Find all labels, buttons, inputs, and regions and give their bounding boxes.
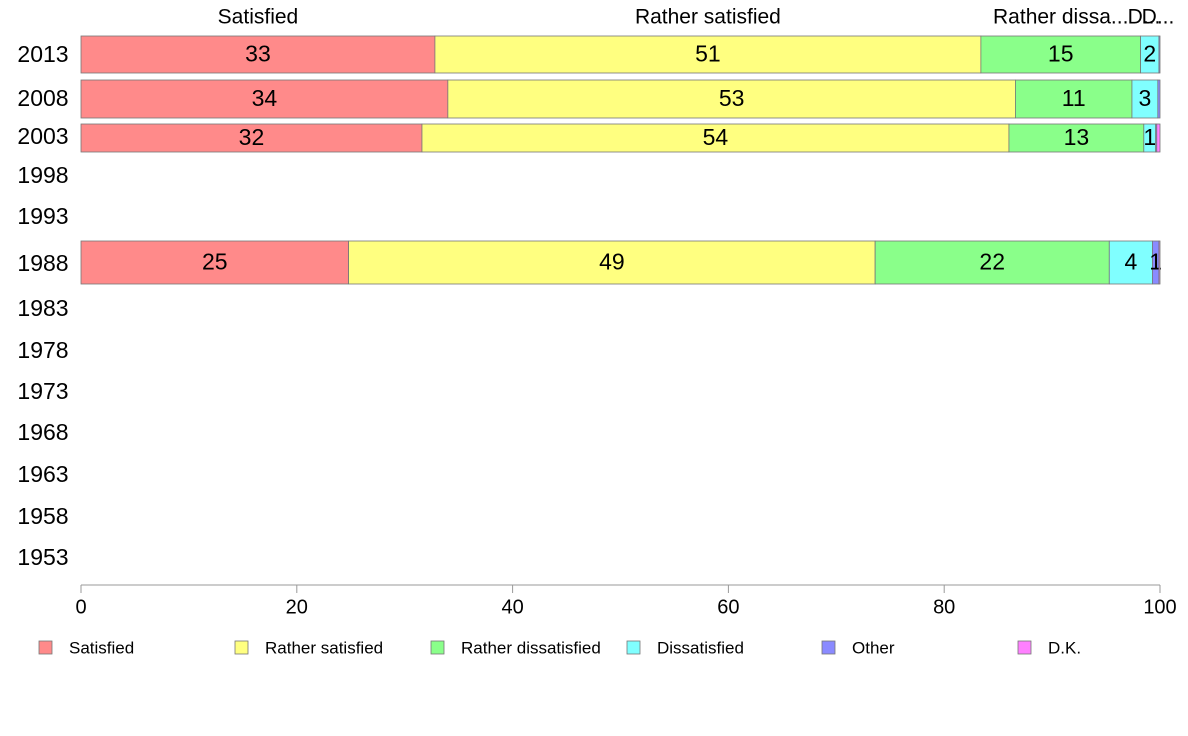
legend-label: Satisfied (69, 638, 134, 657)
bar-segment (1158, 35, 1161, 74)
year-labels: 2013 2008 2003 1998 1993 1988 1983 1978 1973 1968… (17, 41, 68, 570)
year-label: 1953 (17, 544, 68, 570)
data-label: 49 (599, 249, 625, 275)
data-label: 11 (1062, 85, 1086, 111)
year-label: 1993 (17, 203, 68, 229)
legend-label: Rather dissatisfied (461, 638, 601, 657)
top-label: Satisfied (218, 6, 299, 29)
data-label: 15 (1048, 41, 1074, 67)
legend-label: Dissatisfied (657, 638, 744, 657)
year-label: 1963 (17, 461, 68, 487)
data-label: 2 (1143, 41, 1156, 67)
year-label: 1998 (17, 162, 68, 188)
year-label: 1968 (17, 419, 68, 445)
data-label: 13 (1064, 124, 1090, 150)
bars: 33 51 15 2 34 53 11 3 32 54 13 1 25 49 22 4 1 (80, 35, 1162, 285)
legend-label: Other (852, 638, 895, 657)
legend-label: D.K. (1048, 638, 1081, 657)
legend-swatch (821, 640, 836, 655)
data-label: 32 (239, 124, 265, 150)
legend-item: Rather dissatisfied (430, 638, 601, 657)
data-label: 1 (1143, 124, 1156, 150)
x-tick-label: 60 (717, 596, 739, 618)
legend-swatch (626, 640, 641, 655)
year-label: 1988 (17, 250, 68, 276)
data-label: 33 (245, 41, 271, 67)
bar-segment (348, 240, 876, 285)
x-tick-label: 0 (75, 596, 86, 618)
bar-segment (80, 240, 349, 285)
bar-segment (1015, 79, 1133, 119)
data-label: 3 (1138, 85, 1151, 111)
bar-segment (874, 240, 1110, 285)
legend-item: Rather satisfied (234, 638, 383, 657)
legend-item: Satisfied (38, 638, 134, 657)
bar-segment (421, 123, 1010, 153)
bar-row-1988: 25 49 22 4 1 (80, 240, 1162, 285)
x-tick-label: 40 (501, 596, 523, 618)
x-axis: 0 20 40 60 80 100 (75, 584, 1177, 618)
year-label: 1958 (17, 503, 68, 529)
data-label: 54 (703, 124, 729, 150)
bar-row-2003: 32 54 13 1 (80, 123, 1161, 153)
top-label: Rather dissa... (993, 6, 1128, 29)
bar-row-2013: 33 51 15 2 (80, 35, 1161, 74)
bar-segment (1157, 79, 1161, 119)
bar-row-2008: 34 53 11 3 (80, 79, 1161, 119)
bar-segment (434, 35, 982, 74)
year-label: 2003 (17, 123, 68, 149)
year-label: 1973 (17, 378, 68, 404)
legend-swatch (38, 640, 53, 655)
legend: Satisfied Rather satisfied Rather dissatis… (38, 638, 1081, 657)
x-tick-label: 80 (933, 596, 955, 618)
bar-segment (1156, 123, 1161, 153)
legend-swatch (234, 640, 249, 655)
top-labels: Satisfied Rather satisfied Rather dissa...… (218, 6, 1175, 29)
legend-swatch (1017, 640, 1032, 655)
legend-label: Rather satisfied (265, 638, 383, 657)
legend-item: Dissatisfied (626, 638, 744, 657)
data-label: 22 (979, 249, 1005, 275)
year-label: 1983 (17, 295, 68, 321)
top-label: D... (1128, 6, 1161, 29)
data-label: 51 (695, 41, 721, 67)
bar-segment (1131, 79, 1159, 119)
year-label: 2008 (17, 85, 68, 111)
x-tick-label: 100 (1143, 596, 1176, 618)
top-label: Rather satisfied (635, 6, 781, 29)
bar-segment (80, 79, 449, 119)
bar-segment (1158, 240, 1161, 285)
bar-segment (1108, 240, 1153, 285)
data-label: 53 (719, 85, 745, 111)
data-label: 25 (202, 249, 228, 275)
legend-item: D.K. (1017, 638, 1081, 657)
data-label: 34 (252, 85, 278, 111)
data-label: 4 (1124, 249, 1137, 275)
year-label: 2013 (17, 41, 68, 67)
top-label: D... (1142, 6, 1175, 29)
bar-segment (1008, 123, 1145, 153)
year-label: 1978 (17, 337, 68, 363)
legend-item: Other (821, 638, 895, 657)
bar-segment (447, 79, 1016, 119)
x-tick-label: 20 (286, 596, 308, 618)
legend-swatch (430, 640, 445, 655)
bar-segment (80, 123, 423, 153)
